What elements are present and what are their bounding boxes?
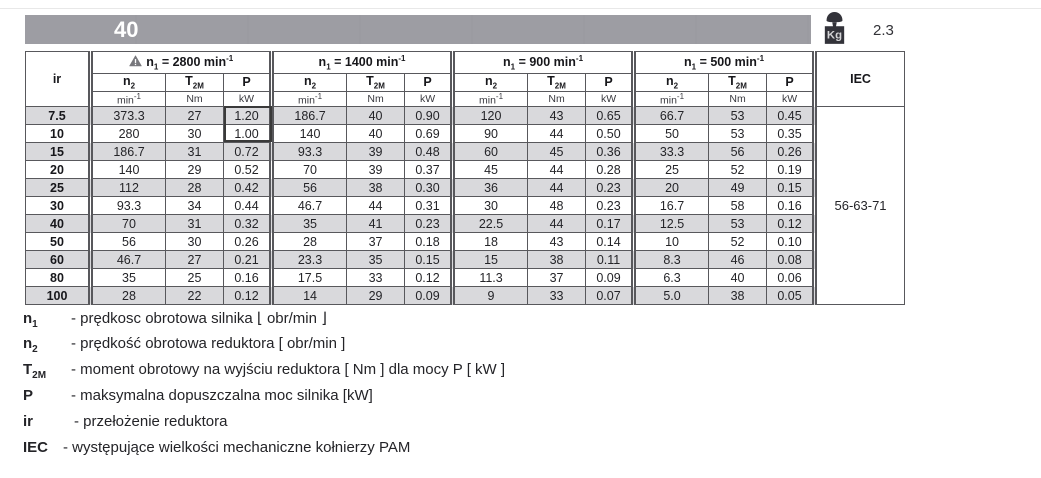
svg-text:Kg: Kg xyxy=(827,30,842,42)
